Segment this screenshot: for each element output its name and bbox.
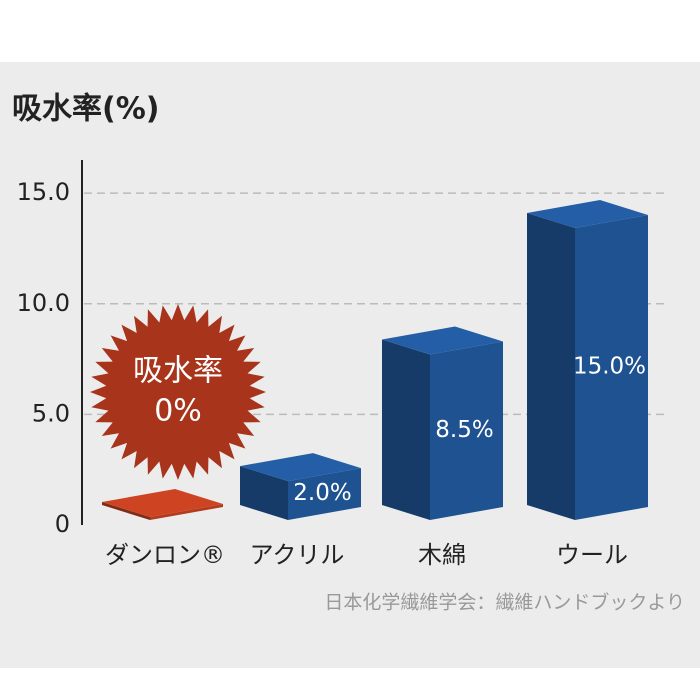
starburst (90, 304, 266, 480)
y-tick-label: 0 (55, 510, 70, 538)
bar-right-face (288, 468, 361, 520)
bar-left-face (382, 339, 430, 520)
bar-right-face (430, 341, 503, 520)
y-tick-label: 15.0 (17, 178, 70, 206)
y-tick-label: 10.0 (17, 289, 70, 317)
bar-right-face (575, 215, 648, 520)
value-label: 0% (154, 394, 202, 429)
value-label: 2.0% (293, 480, 351, 506)
bar-top-face (240, 453, 361, 482)
value-label: 15.0% (573, 354, 646, 380)
bar-top-face (102, 489, 223, 517)
y-tick-label: 5.0 (32, 399, 70, 427)
source-note: 日本化学繊維学会：繊維ハンドブックより (324, 591, 685, 614)
bar-top-face (527, 200, 648, 228)
x-tick-label: アクリル (250, 541, 345, 569)
bar-left-face (240, 466, 288, 520)
x-tick-label: 木綿 (418, 541, 466, 569)
x-tick-label: ダンロン® (105, 541, 225, 569)
x-tick-label: ウール (556, 541, 628, 569)
value-label: 8.5% (435, 417, 493, 443)
chart-title: 吸水率(%) (12, 92, 159, 127)
bar-left-face (527, 213, 575, 520)
bar-left-face (102, 502, 150, 520)
bar-top-face (382, 326, 503, 355)
starburst-text: 吸水率 (133, 354, 223, 389)
bar-right-face (150, 504, 223, 520)
